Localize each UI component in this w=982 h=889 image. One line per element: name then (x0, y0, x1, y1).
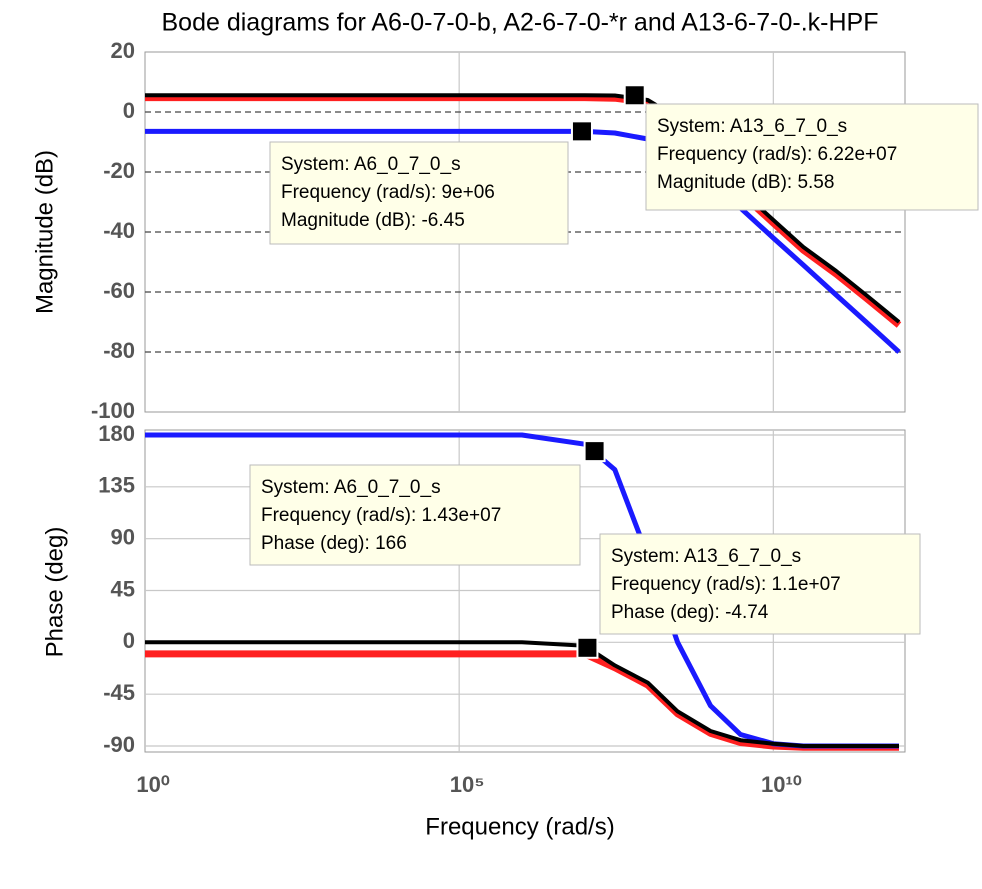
datatip-box (269, 141, 569, 245)
datatip-text: Frequency (rad/s): 1.43e+07 (261, 505, 501, 526)
y-tick-label: 0 (123, 628, 135, 653)
y-tick-label: -20 (103, 158, 135, 183)
datatip-text: Frequency (rad/s): 1.1e+07 (611, 574, 841, 595)
datatip: System: A13_6_7_0_s Frequency (rad/s): 1.… (599, 533, 921, 635)
datatip-text: System: A6_0_7_0_s (261, 477, 441, 498)
x-tick-label: 10¹⁰ (761, 772, 802, 797)
datatip-marker (576, 636, 599, 659)
y-axis-label: Magnitude (dB) (31, 150, 58, 314)
datatip: System: A6_0_7_0_s Frequency (rad/s): 9e+… (269, 141, 569, 245)
y-tick-label: 90 (111, 524, 135, 549)
y-tick-label: 45 (111, 576, 135, 601)
datatip-text: System: A13_6_7_0_s (611, 546, 801, 567)
chart-title: Bode diagrams for A6-0-7-0-b, A2-6-7-0-*… (162, 9, 879, 37)
datatip: System: A13_6_7_0_s Frequency (rad/s): 6.… (645, 103, 979, 211)
y-axis-label: Phase (deg) (41, 527, 68, 658)
datatip-text: Phase (deg): 166 (261, 533, 407, 554)
datatip-text: Frequency (rad/s): 6.22e+07 (657, 144, 897, 165)
datatip-marker (583, 440, 606, 463)
datatip-text: System: A13_6_7_0_s (657, 116, 847, 137)
datatip-text: Frequency (rad/s): 9e+06 (281, 182, 495, 203)
datatip-marker (570, 120, 593, 143)
y-tick-label: -80 (103, 338, 135, 363)
datatip: System: A6_0_7_0_s Frequency (rad/s): 1.4… (249, 464, 581, 566)
y-tick-label: 135 (98, 473, 135, 498)
datatip-marker (623, 84, 646, 107)
y-tick-label: 180 (98, 421, 135, 446)
x-axis-label: Frequency (rad/s) (425, 813, 614, 840)
y-tick-label: 20 (111, 38, 135, 63)
datatip-box (645, 103, 979, 211)
series-line (145, 640, 899, 748)
datatip-text: System: A6_0_7_0_s (281, 154, 461, 175)
datatip-box (599, 533, 921, 635)
datatip-text: Magnitude (dB): 5.58 (657, 172, 834, 193)
x-tick-label: 10⁰ (136, 772, 169, 797)
y-tick-label: -45 (103, 680, 135, 705)
y-tick-label: -90 (103, 732, 135, 757)
datatip-box (249, 464, 581, 566)
y-tick-label: -100 (91, 398, 135, 423)
datatip-text: Phase (deg): -4.74 (611, 602, 769, 623)
y-tick-label: 0 (123, 98, 135, 123)
x-tick-label: 10⁵ (450, 772, 485, 797)
y-tick-label: -40 (103, 218, 135, 243)
datatip-text: Magnitude (dB): -6.45 (281, 210, 465, 231)
y-tick-label: -60 (103, 278, 135, 303)
